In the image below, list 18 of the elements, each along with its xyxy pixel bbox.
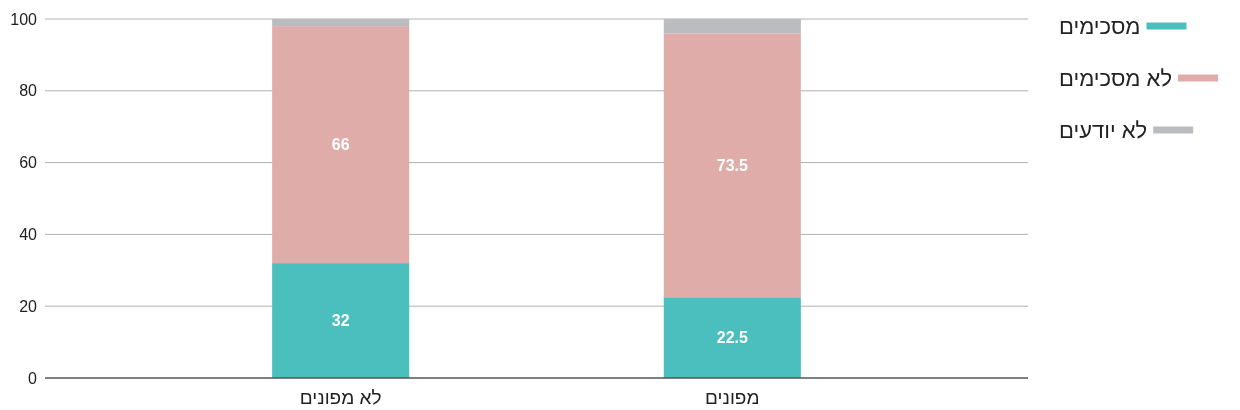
data-label: 22.5 <box>716 329 748 347</box>
y-tick-label: 80 <box>19 82 38 100</box>
x-tick-label: מפונים <box>705 386 760 408</box>
data-label: 66 <box>331 136 350 154</box>
data-label: 73.5 <box>716 156 748 174</box>
legend-item: מסכימים <box>1059 13 1187 39</box>
y-tick-label: 60 <box>19 154 38 172</box>
y-tick-label: 20 <box>19 297 38 315</box>
y-tick-label: 100 <box>10 10 38 28</box>
legend-label: לא מסכימים <box>1059 65 1173 91</box>
x-tick-label: לא מפונים <box>299 386 382 408</box>
y-tick-label: 40 <box>19 225 38 243</box>
data-label: 32 <box>331 312 350 330</box>
legend-label: מסכימים <box>1059 13 1141 39</box>
y-tick-label: 0 <box>28 369 38 387</box>
legend-label: לא יודעים <box>1059 117 1148 143</box>
legend-item: לא יודעים <box>1059 117 1194 143</box>
legend-item: לא מסכימים <box>1059 65 1219 91</box>
